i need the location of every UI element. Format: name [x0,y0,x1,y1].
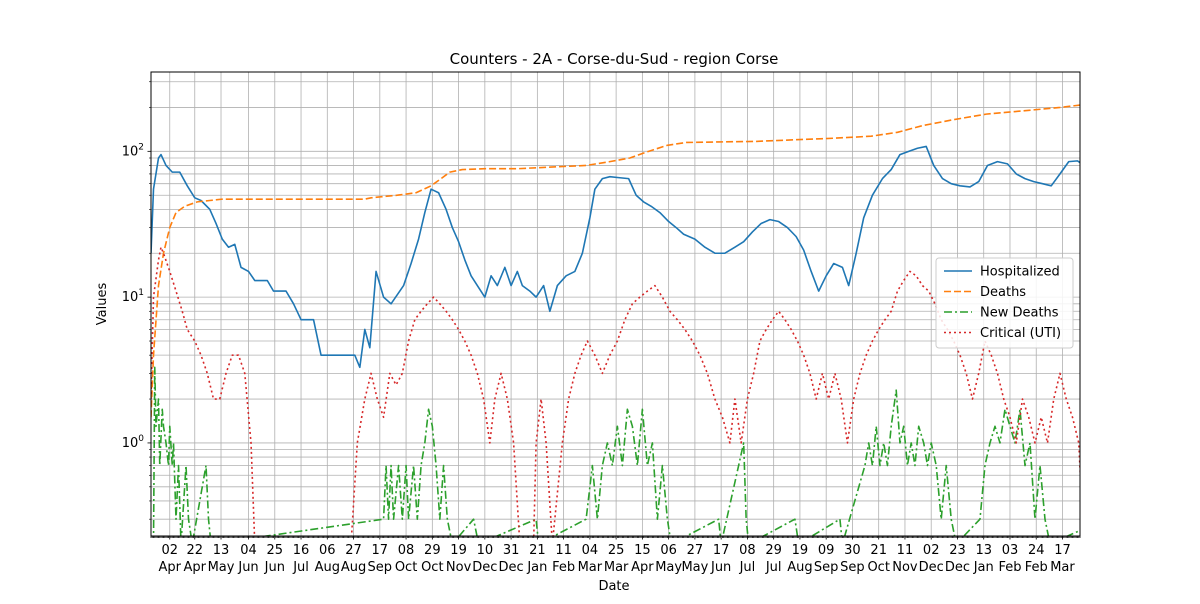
x-tick-month-label: May [681,560,708,575]
x-tick-month-label: Jun [264,560,285,575]
x-tick-month-label: Aug [315,560,340,575]
x-tick-month-label: Feb [1025,560,1048,575]
x-tick-day-label: 17 [713,543,730,558]
x-tick-day-label: 19 [450,543,467,558]
y-tick-label: 101 [122,288,144,305]
x-tick-month-label: Apr [184,560,207,575]
x-tick-month-label: Mar [578,560,603,575]
x-tick-day-label: 03 [1002,543,1019,558]
x-tick-month-label: Jun [237,560,258,575]
series-line-deaths [151,92,1200,417]
x-tick-day-label: 09 [818,543,835,558]
y-axis-label: Values [95,283,110,326]
x-tick-month-label: Aug [341,560,366,575]
x-tick-month-label: Dec [472,560,497,575]
x-tick-day-label: 08 [739,543,756,558]
x-tick-day-label: 29 [765,543,782,558]
x-tick-month-label: Jul [739,560,756,575]
x-tick-day-label: 19 [792,543,809,558]
x-tick-month-label: Apr [631,560,654,575]
x-tick-day-label: 13 [213,543,230,558]
x-tick-day-label: 04 [582,543,599,558]
y-tick-label: 100 [122,434,145,451]
x-tick-day-label: 27 [687,543,704,558]
x-tick-day-label: 25 [608,543,625,558]
x-tick-month-label: Jan [526,560,547,575]
legend-label: Critical (UTI) [980,326,1061,341]
x-tick-day-label: 30 [844,543,861,558]
x-tick-day-label: 11 [555,543,572,558]
x-tick-month-label: May [655,560,682,575]
x-tick-month-label: Mar [604,560,629,575]
x-tick-month-label: Feb [998,560,1021,575]
x-tick-month-label: May [208,560,235,575]
x-tick-day-label: 13 [975,543,992,558]
x-tick-month-label: Jan [973,560,994,575]
x-tick-month-label: Nov [446,560,472,575]
series-line-new-deaths [154,367,1200,544]
x-tick-month-label: Apr [159,560,182,575]
legend: Hospitalized Deaths New Deaths Critical (UT… [936,258,1073,348]
x-tick-day-label: 11 [897,543,914,558]
x-tick-month-label: Sep [814,560,839,575]
x-tick-month-label: Mar [1050,560,1075,575]
x-tick-day-label: 06 [660,543,677,558]
x-tick-month-label: Oct [395,560,417,575]
x-tick-day-label: 08 [398,543,415,558]
y-axis: 100 101 102 [122,82,151,519]
x-tick-month-label: Oct [421,560,443,575]
x-tick-month-label: Jun [710,560,731,575]
x-tick-month-label: Nov [892,560,918,575]
y-tick-label: 102 [122,142,144,159]
legend-label: New Deaths [980,306,1059,321]
x-axis-label: Date [598,579,629,594]
x-tick-day-label: 17 [1054,543,1071,558]
x-tick-day-label: 22 [186,543,203,558]
x-tick-month-label: Dec [499,560,524,575]
x-tick-month-label: Oct [867,560,889,575]
x-tick-day-label: 23 [949,543,966,558]
x-tick-month-label: Feb [552,560,575,575]
x-tick-month-label: Sep [368,560,393,575]
chart-title: Counters - 2A - Corse-du-Sud - region Co… [450,50,779,68]
x-tick-month-label: Sep [840,560,865,575]
x-tick-day-label: 15 [634,543,651,558]
x-tick-day-label: 31 [503,543,520,558]
x-tick-day-label: 21 [870,543,887,558]
x-tick-day-label: 02 [923,543,940,558]
legend-label: Deaths [980,285,1026,300]
x-tick-day-label: 29 [424,543,441,558]
x-tick-month-label: Dec [919,560,944,575]
x-tick-day-label: 25 [267,543,284,558]
x-tick-month-label: Aug [787,560,812,575]
x-tick-day-label: 02 [161,543,178,558]
x-tick-day-label: 17 [372,543,389,558]
legend-label: Hospitalized [980,265,1060,280]
x-tick-day-label: 04 [240,543,257,558]
x-tick-day-label: 16 [293,543,310,558]
x-tick-month-label: Dec [945,560,970,575]
x-axis: 02 Apr 22 Apr 13 May 04 Jun 25 Jun 16 Jul 06 Aug 27 Aug… [151,536,1080,575]
x-tick-day-label: 27 [345,543,362,558]
x-tick-day-label: 10 [477,543,494,558]
x-tick-day-label: 06 [319,543,336,558]
x-tick-day-label: 24 [1028,543,1045,558]
x-tick-day-label: 21 [529,543,546,558]
x-tick-month-label: Jul [765,560,782,575]
x-tick-month-label: Jul [292,560,309,575]
